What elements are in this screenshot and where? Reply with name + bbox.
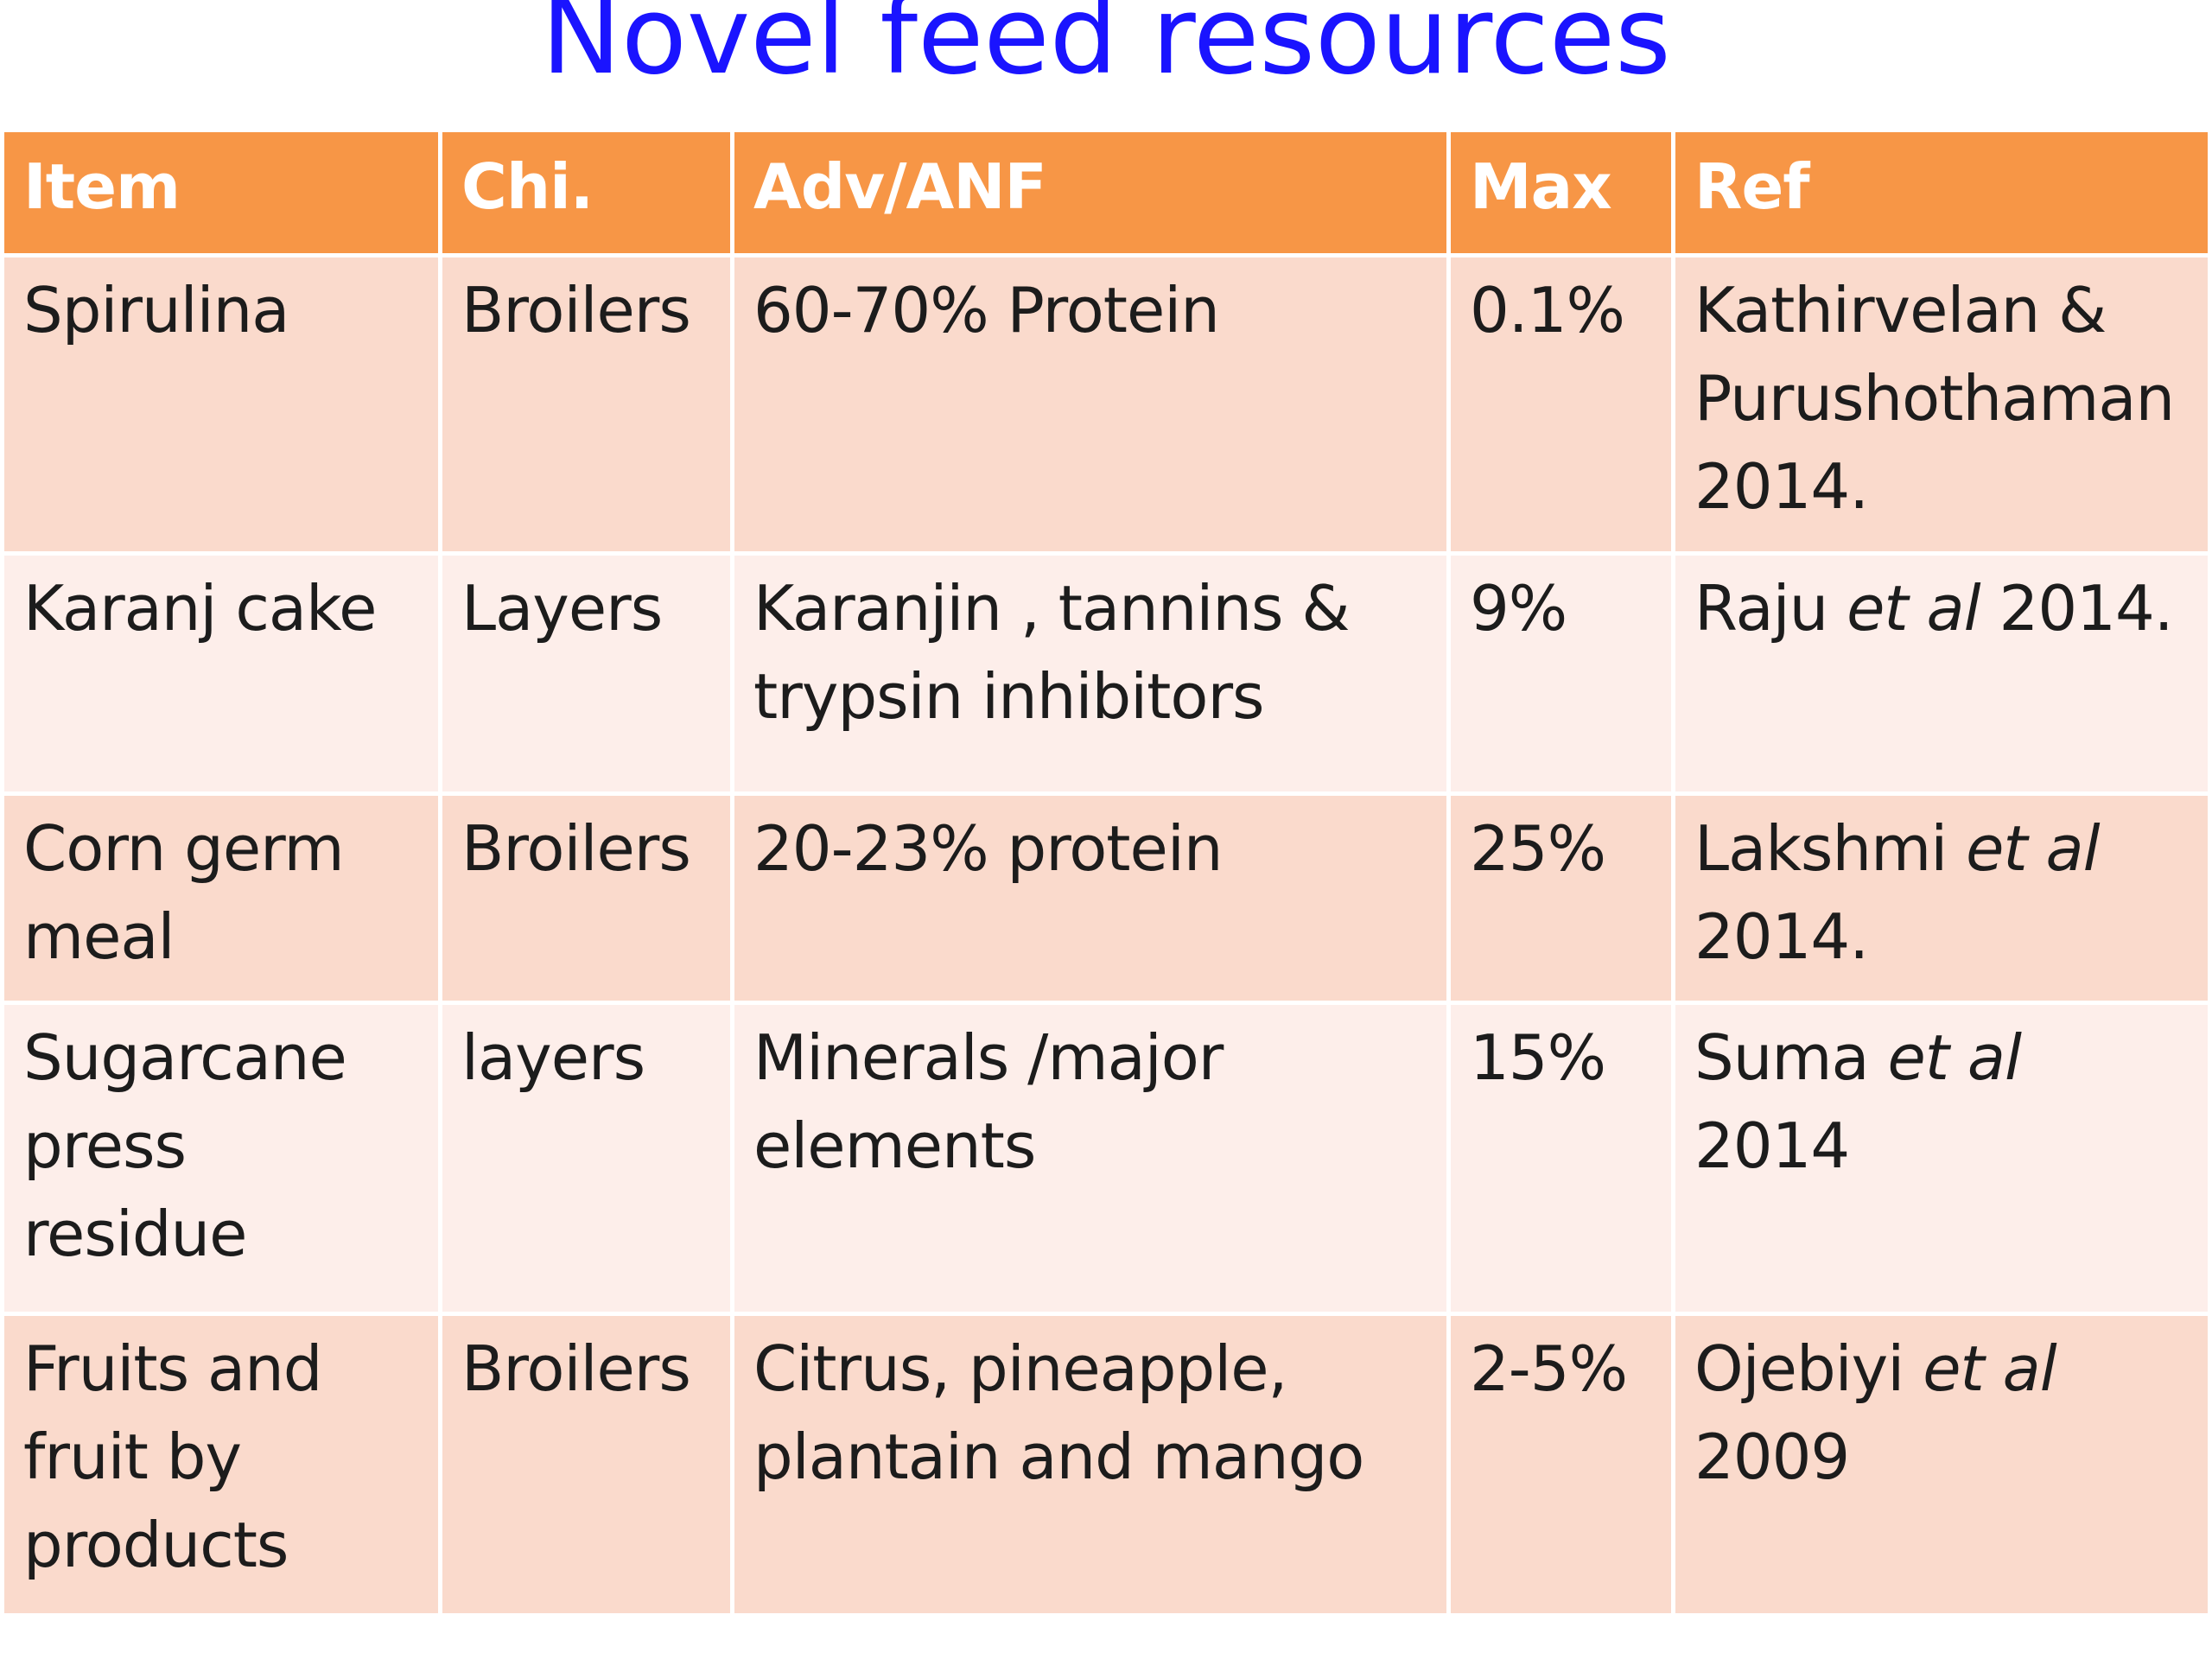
table-row: Corn germ meal Broilers 20-23% protein 2…	[4, 796, 2208, 1001]
header-item: Item	[4, 132, 438, 253]
header-adv-anf: Adv/ANF	[734, 132, 1446, 253]
cell-max: 15%	[1451, 1005, 1671, 1312]
ref-text: Kathirvelan & Purushothaman 2014.	[1694, 274, 2175, 523]
cell-item: Fruits and fruit by products	[4, 1316, 438, 1613]
ref-italic: et al	[1966, 812, 2101, 885]
cell-adv: 20-23% protein	[734, 796, 1446, 1001]
table-row: Karanj cake Layers Karanjin , tannins & …	[4, 556, 2208, 791]
ref-italic: et al	[1887, 1021, 2022, 1094]
cell-chi: layers	[442, 1005, 730, 1312]
cell-item: Spirulina	[4, 257, 438, 551]
header-ref: Ref	[1675, 132, 2208, 253]
cell-adv: Karanjin , tannins & trypsin inhibitors	[734, 556, 1446, 791]
cell-max: 25%	[1451, 796, 1671, 1001]
cell-ref: Lakshmi et al 2014.	[1675, 796, 2208, 1001]
ref-text: 2014.	[1980, 572, 2174, 645]
cell-max: 2-5%	[1451, 1316, 1671, 1613]
ref-italic: et al	[1923, 1332, 2057, 1405]
cell-adv: 60-70% Protein	[734, 257, 1446, 551]
cell-chi: Layers	[442, 556, 730, 791]
cell-ref: Kathirvelan & Purushothaman 2014.	[1675, 257, 2208, 551]
ref-text: Ojebiyi	[1694, 1332, 1923, 1405]
ref-text: Raju	[1694, 572, 1847, 645]
cell-chi: Broilers	[442, 796, 730, 1001]
ref-text: 2014	[1694, 1109, 1850, 1182]
ref-text: Suma	[1694, 1021, 1888, 1094]
table-row: Fruits and fruit by products Broilers Ci…	[4, 1316, 2208, 1613]
table-row: Sugarcane press residue layers Minerals …	[4, 1005, 2208, 1312]
page-title: Novel feed resources	[541, 0, 1671, 99]
cell-adv: Citrus, pineapple, plantain and mango	[734, 1316, 1446, 1613]
cell-item: Sugarcane press residue	[4, 1005, 438, 1312]
cell-chi: Broilers	[442, 1316, 730, 1613]
ref-italic: et al	[1847, 572, 1981, 645]
ref-text: 2014.	[1694, 900, 1869, 973]
header-max: Max	[1451, 132, 1671, 253]
cell-item: Karanj cake	[4, 556, 438, 791]
cell-adv: Minerals /major elements	[734, 1005, 1446, 1312]
table-row: Spirulina Broilers 60-70% Protein 0.1% K…	[4, 257, 2208, 551]
cell-chi: Broilers	[442, 257, 730, 551]
cell-ref: Raju et al 2014.	[1675, 556, 2208, 791]
cell-max: 0.1%	[1451, 257, 1671, 551]
cell-ref: Ojebiyi et al 2009	[1675, 1316, 2208, 1613]
cell-max: 9%	[1451, 556, 1671, 791]
feed-resources-table: Item Chi. Adv/ANF Max Ref Spirulina Broi…	[0, 128, 2212, 1618]
ref-text: 2009	[1694, 1421, 1850, 1493]
header-chi: Chi.	[442, 132, 730, 253]
cell-ref: Suma et al 2014	[1675, 1005, 2208, 1312]
cell-item: Corn germ meal	[4, 796, 438, 1001]
ref-text: Lakshmi	[1694, 812, 1967, 885]
table-header-row: Item Chi. Adv/ANF Max Ref	[4, 132, 2208, 253]
